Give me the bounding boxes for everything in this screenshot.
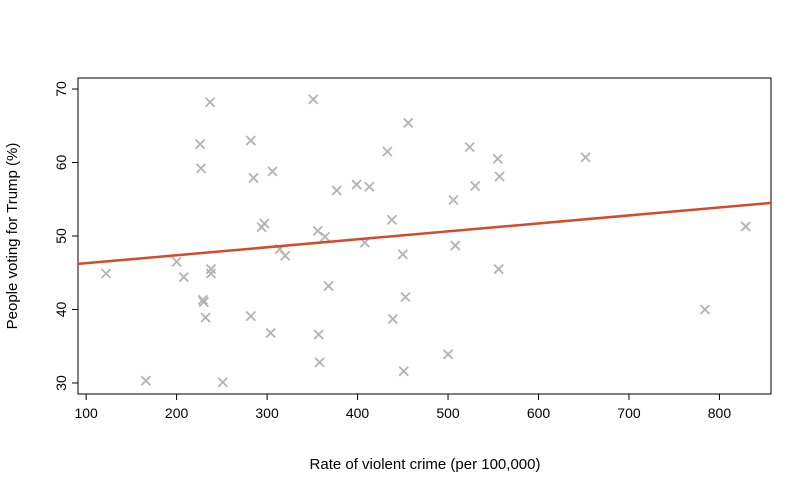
data-point-5 [195, 163, 207, 174]
data-point-39 [442, 349, 454, 360]
data-point-17 [259, 218, 270, 229]
plot-frame [77, 77, 772, 395]
data-point-8 [200, 312, 211, 323]
data-point-34 [387, 313, 398, 325]
data-point-2 [171, 256, 182, 267]
data-point-49 [740, 221, 751, 232]
data-point-38 [403, 117, 414, 128]
data-point-48 [699, 304, 711, 315]
data-point-32 [382, 146, 393, 157]
data-point-41 [450, 240, 461, 251]
data-point-33 [386, 214, 398, 225]
data-point-46 [494, 171, 505, 182]
y-tick-label-2: 50 [53, 228, 69, 244]
data-point-28 [331, 185, 342, 196]
data-point-14 [245, 310, 256, 322]
x-tick-label-2: 300 [255, 405, 279, 421]
data-point-42 [464, 141, 475, 153]
data-point-4 [194, 139, 206, 150]
data-point-22 [308, 94, 319, 105]
data-point-23 [312, 225, 323, 236]
x-axis-label: Rate of violent crime (per 100,000) [310, 456, 541, 473]
x-axis: 100 200 300 400 500 600 700 800 [74, 394, 731, 421]
data-point-25 [314, 357, 325, 368]
data-point-36 [398, 366, 409, 377]
data-point-9 [204, 97, 216, 108]
data-point-47 [580, 152, 591, 163]
x-tick-label-3: 400 [346, 405, 370, 421]
data-point-7 [198, 297, 209, 308]
data-point-35 [397, 249, 408, 260]
data-point-43 [470, 180, 481, 192]
data-point-1 [140, 375, 151, 386]
data-point-15 [248, 172, 259, 184]
y-tick-label-3: 60 [53, 155, 69, 171]
x-tick-label-0: 100 [74, 405, 98, 421]
data-point-21 [280, 250, 291, 261]
x-tick-label-5: 600 [527, 405, 551, 421]
data-point-13 [245, 135, 256, 146]
data-point-37 [400, 291, 411, 303]
data-points [100, 94, 751, 388]
data-point-45 [493, 263, 504, 275]
data-point-44 [492, 153, 503, 164]
data-point-18 [265, 327, 276, 339]
y-axis: 30 40 50 60 70 [53, 81, 78, 391]
data-point-10 [205, 263, 217, 275]
y-axis-label: People voting for Trump (%) [4, 143, 21, 330]
data-point-24 [313, 329, 324, 340]
y-tick-label-0: 30 [53, 375, 69, 391]
data-point-6 [197, 294, 208, 306]
data-point-26 [319, 231, 331, 242]
x-tick-label-4: 500 [436, 405, 460, 421]
data-point-29 [351, 179, 362, 190]
trend-line [77, 201, 772, 266]
data-point-3 [178, 272, 189, 283]
data-point-40 [448, 194, 459, 206]
data-point-11 [205, 268, 217, 279]
y-tick-label-1: 40 [53, 301, 69, 317]
data-point-0 [100, 268, 112, 279]
y-tick-label-4: 70 [53, 81, 69, 97]
data-point-27 [323, 280, 334, 292]
data-point-19 [267, 166, 278, 177]
x-tick-label-6: 700 [617, 405, 641, 421]
x-tick-label-1: 200 [165, 405, 189, 421]
data-point-31 [364, 181, 375, 192]
data-point-12 [217, 377, 228, 388]
x-tick-label-7: 800 [708, 405, 732, 421]
